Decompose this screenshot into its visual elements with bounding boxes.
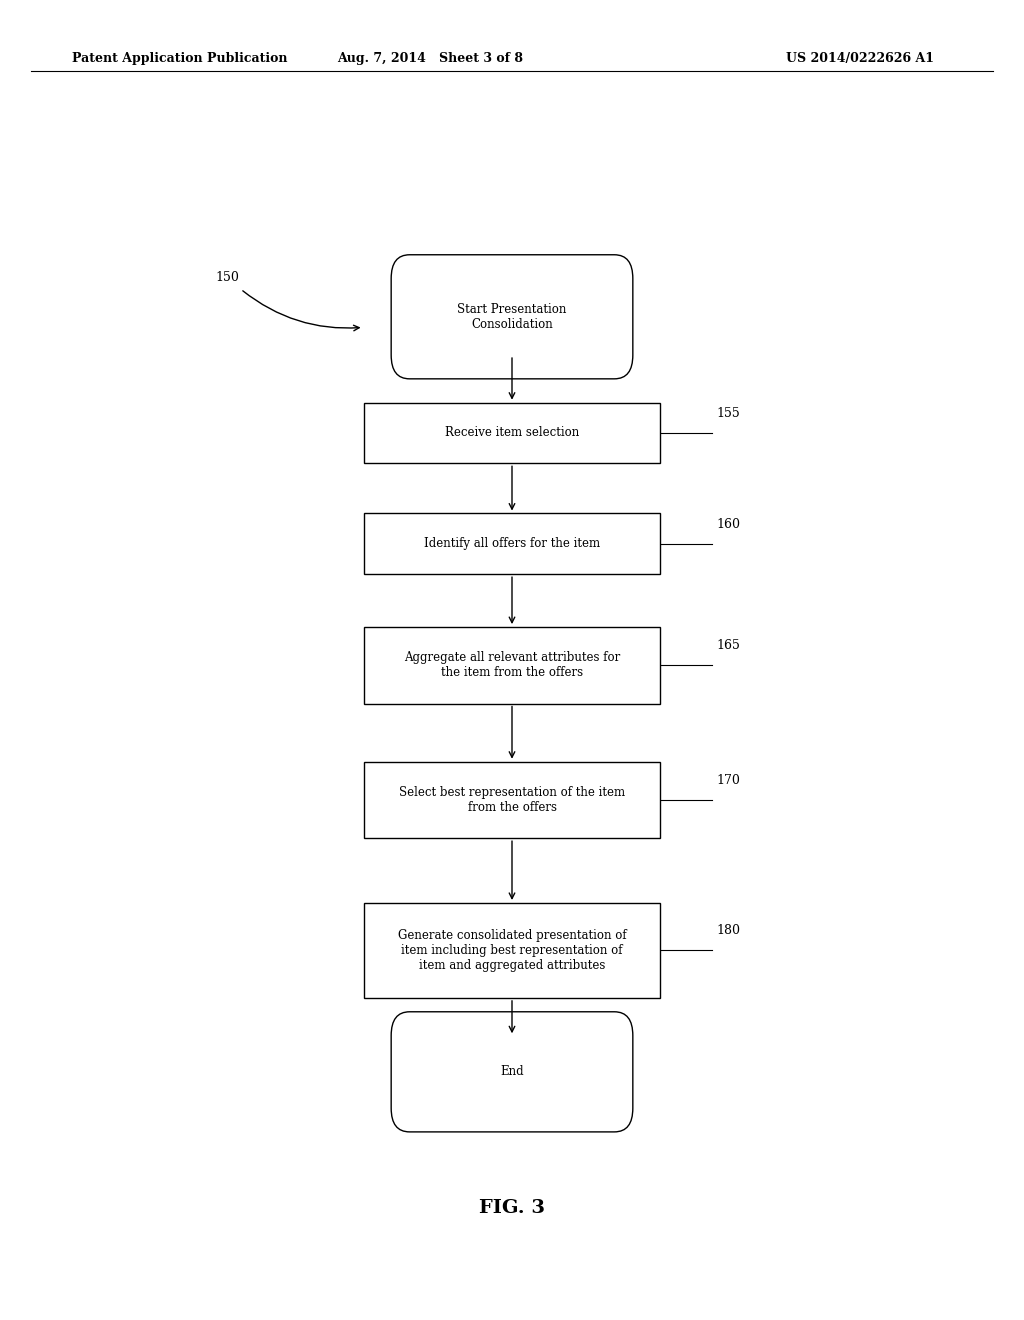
Text: Start Presentation
Consolidation: Start Presentation Consolidation [458,302,566,331]
Text: Identify all offers for the item: Identify all offers for the item [424,537,600,550]
Text: 160: 160 [717,517,740,531]
FancyBboxPatch shape [391,255,633,379]
Text: 155: 155 [717,407,740,420]
Bar [364,627,660,704]
Bar [364,403,660,463]
Text: US 2014/0222626 A1: US 2014/0222626 A1 [786,51,934,65]
Text: 165: 165 [717,639,740,652]
Text: Aggregate all relevant attributes for
the item from the offers: Aggregate all relevant attributes for th… [403,651,621,680]
Text: FIG. 3: FIG. 3 [479,1199,545,1217]
Text: Select best representation of the item
from the offers: Select best representation of the item f… [399,785,625,814]
FancyBboxPatch shape [391,1011,633,1131]
Bar [364,513,660,574]
Text: 150: 150 [215,271,239,284]
Text: Patent Application Publication: Patent Application Publication [72,51,287,65]
Text: 170: 170 [717,774,740,787]
Text: Generate consolidated presentation of
item including best representation of
item: Generate consolidated presentation of it… [397,929,627,972]
Text: End: End [500,1065,524,1078]
Text: Receive item selection: Receive item selection [444,426,580,440]
Bar [364,762,660,838]
Text: Aug. 7, 2014   Sheet 3 of 8: Aug. 7, 2014 Sheet 3 of 8 [337,51,523,65]
Bar [364,903,660,998]
Text: 180: 180 [717,924,740,937]
